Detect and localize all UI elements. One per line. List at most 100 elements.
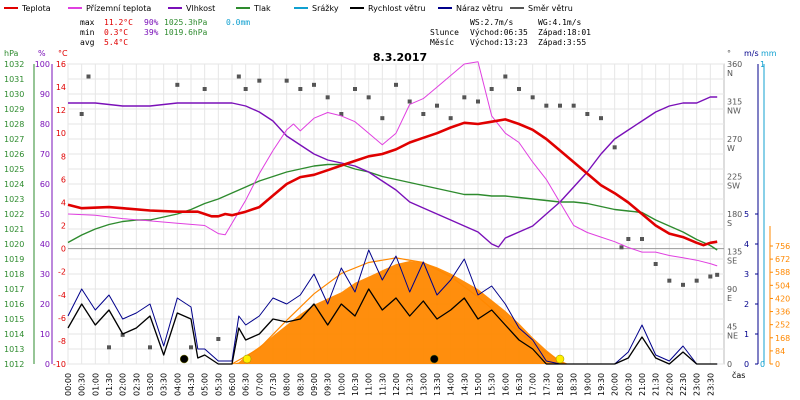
- tick-x: 22:00: [665, 373, 674, 396]
- series-temp: [67, 118, 718, 247]
- axis-mm-title: mm: [761, 49, 777, 58]
- tick-celsius: 0: [61, 245, 66, 254]
- tick-x: 16:00: [501, 373, 510, 396]
- wind-direction-marker: [715, 272, 720, 277]
- tick-hpa: 1016: [4, 300, 24, 309]
- tick-wm2: 756: [775, 242, 790, 251]
- wind-direction-marker: [353, 87, 357, 91]
- axis-celsius-title: °C: [58, 49, 68, 58]
- wind-direction-marker: [175, 82, 180, 87]
- tick-deg: 315: [727, 98, 742, 107]
- wind-direction-marker: [202, 87, 207, 91]
- tick-hpa: 1023: [4, 195, 24, 204]
- tick-x: 03:00: [146, 373, 155, 396]
- stat-ws: WS:2.7m/s: [470, 18, 514, 27]
- wind-direction-marker: [148, 345, 152, 350]
- wind-direction-marker: [407, 99, 412, 104]
- x-axis-label: čas: [732, 370, 745, 380]
- tick-hpa: 1032: [4, 60, 24, 69]
- tick-dir: S: [727, 219, 732, 228]
- tick-wm2: 336: [775, 308, 790, 317]
- tick-x: 08:30: [296, 373, 305, 396]
- tick-celsius: -2: [58, 268, 66, 277]
- tick-hpa: 1025: [4, 165, 24, 174]
- wind-direction-marker: [571, 103, 576, 108]
- tick-wm2: 84: [775, 347, 785, 356]
- tick-x: 07:30: [269, 373, 278, 396]
- tick-x: 14:00: [447, 373, 456, 396]
- tick-hpa: 1020: [4, 240, 24, 249]
- tick-mm: 1: [760, 60, 765, 69]
- wind-direction-marker: [120, 332, 125, 337]
- chart-title: 8.3.2017: [373, 51, 427, 64]
- tick-celsius: 6: [61, 175, 66, 184]
- tick-hpa: 1014: [4, 330, 24, 339]
- tick-celsius: 12: [56, 106, 66, 115]
- wind-direction-marker: [612, 145, 617, 150]
- wind-direction-marker: [517, 87, 521, 91]
- wind-direction-marker: [325, 95, 330, 100]
- tick-x: 21:00: [638, 373, 647, 396]
- wind-direction-marker: [626, 237, 631, 241]
- tick-x: 00:30: [78, 373, 87, 396]
- stat-max-hum: 90%: [144, 18, 159, 27]
- wind-direction-marker: [86, 74, 91, 79]
- tick-dir: SW: [727, 182, 740, 191]
- tick-dir: SE: [727, 257, 737, 266]
- wind-direction-marker: [380, 116, 385, 121]
- stat-max-press: 1025.3hPa: [164, 18, 208, 27]
- tick-x: 04:00: [173, 373, 182, 396]
- legend-label-temp: Teplota: [21, 4, 51, 13]
- stat-moonrise: Východ:13:23: [470, 38, 528, 47]
- stat-min-hum: 39%: [144, 28, 159, 37]
- tick-x: 08:00: [283, 373, 292, 396]
- tick-hpa: 1012: [4, 360, 24, 369]
- tick-x: 11:00: [365, 373, 374, 396]
- wind-direction-marker: [435, 103, 439, 108]
- tick-wm2: 420: [775, 294, 790, 303]
- tick-x: 23:00: [693, 373, 702, 396]
- tick-hpa: 1024: [4, 180, 24, 189]
- tick-hpa: 1026: [4, 150, 24, 159]
- tick-hpa: 1018: [4, 270, 24, 279]
- series-solar-area: [68, 261, 718, 364]
- tick-pct: 40: [40, 240, 50, 249]
- tick-x: 22:30: [679, 373, 688, 396]
- tick-deg: 225: [727, 173, 742, 182]
- wind-direction-marker: [216, 337, 221, 341]
- legend-label-dir: Směr větru: [528, 4, 573, 13]
- tick-celsius: 2: [61, 222, 66, 231]
- wind-direction-marker: [599, 116, 603, 121]
- tick-x: 06:00: [228, 373, 237, 396]
- wind-direction-marker: [503, 74, 508, 79]
- moonrise-marker: [430, 354, 439, 364]
- wind-direction-marker: [681, 282, 685, 287]
- tick-x: 12:00: [392, 373, 401, 396]
- tick-deg: 90: [727, 285, 737, 294]
- tick-x: 06:30: [242, 373, 251, 396]
- tick-x: 03:30: [160, 373, 169, 396]
- tick-hpa: 1031: [4, 75, 24, 84]
- tick-pct: 30: [40, 270, 50, 279]
- tick-deg: 360: [727, 60, 742, 69]
- tick-celsius: -8: [58, 337, 66, 346]
- wind-direction-marker: [476, 99, 480, 104]
- tick-ms: 4: [744, 240, 749, 249]
- legend-label-rain: Srážky: [312, 4, 339, 13]
- stat-min-temp: 0.3°C: [104, 28, 128, 37]
- wind-direction-marker: [653, 262, 658, 266]
- wind-direction-marker: [394, 82, 398, 87]
- wind-direction-marker: [708, 274, 713, 279]
- tick-x: 04:30: [187, 373, 196, 396]
- tick-celsius: -6: [58, 314, 66, 323]
- wind-direction-marker: [189, 345, 193, 350]
- axis-hpa-title: hPa: [4, 49, 19, 58]
- tick-x: 20:00: [611, 373, 620, 396]
- tick-pct: 60: [40, 180, 50, 189]
- plot-area: [67, 61, 720, 365]
- wind-direction-marker: [236, 74, 241, 79]
- tick-x: 18:00: [556, 373, 565, 396]
- wind-direction-marker: [462, 95, 467, 100]
- series-solar-max: [231, 257, 568, 365]
- tick-deg: 180: [727, 210, 742, 219]
